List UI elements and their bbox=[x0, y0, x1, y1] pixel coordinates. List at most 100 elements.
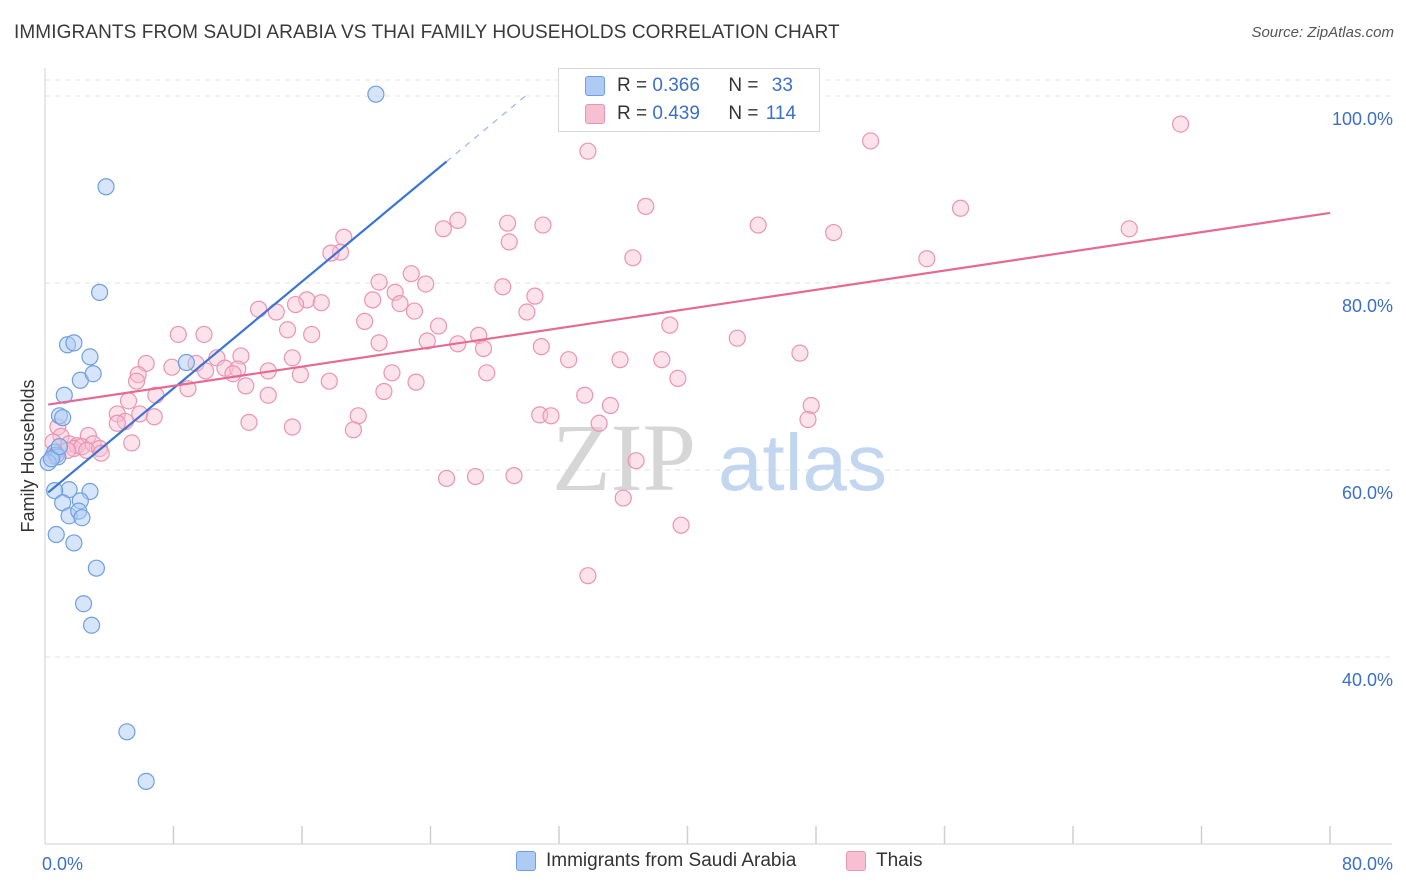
thais-point bbox=[437, 469, 456, 488]
thais-point bbox=[669, 369, 687, 387]
thais-point bbox=[370, 334, 388, 352]
thais-point bbox=[590, 414, 608, 432]
saudi-trend-extension bbox=[446, 94, 528, 162]
thais-point bbox=[825, 223, 843, 242]
y-tick-label: 100.0% bbox=[1332, 109, 1393, 129]
legend-item-saudi[interactable]: Immigrants from Saudi Arabia bbox=[516, 850, 796, 872]
thais-point bbox=[391, 295, 409, 313]
stats-legend: R = 0.366 N = 33 R = 0.439 N = 114 bbox=[558, 68, 820, 132]
thais-point bbox=[405, 302, 424, 320]
axis-labels: 40.0% 60.0% 80.0% 100.0% 0.0% 80.0% bbox=[42, 109, 1393, 874]
n-label: N = bbox=[728, 75, 764, 96]
thais-point bbox=[386, 283, 404, 301]
thais-point bbox=[918, 250, 936, 268]
r-value: 0.366 bbox=[652, 75, 700, 96]
r-label: R = bbox=[617, 103, 653, 124]
thais-point bbox=[259, 386, 277, 404]
thais-point bbox=[286, 295, 305, 314]
saudi-point bbox=[65, 334, 83, 352]
thais-swatch bbox=[585, 104, 605, 124]
thais-point bbox=[237, 377, 255, 395]
thais-point bbox=[240, 413, 258, 431]
saudi-points bbox=[39, 85, 385, 790]
thais-point bbox=[108, 414, 126, 432]
thais-point bbox=[370, 273, 388, 291]
x-tick-label: 0.0% bbox=[42, 854, 83, 874]
saudi-point bbox=[42, 450, 61, 468]
saudi-point bbox=[82, 616, 101, 634]
thais-point bbox=[466, 467, 485, 486]
thais-point bbox=[356, 312, 374, 330]
saudi-point bbox=[367, 85, 385, 103]
thais-point bbox=[672, 516, 690, 534]
saudi-point bbox=[91, 283, 109, 301]
thais-point bbox=[1120, 220, 1138, 238]
n-value: 114 bbox=[765, 103, 797, 124]
thais-point bbox=[862, 132, 880, 150]
thais-legend-swatch bbox=[846, 851, 866, 871]
thais-point bbox=[579, 567, 597, 585]
thais-point bbox=[283, 349, 301, 367]
thais-point bbox=[375, 382, 393, 401]
thais-point bbox=[1172, 115, 1190, 133]
chart-title: IMMIGRANTS FROM SAUDI ARABIA VS THAI FAM… bbox=[14, 22, 840, 43]
thais-point bbox=[417, 275, 435, 293]
thais-point bbox=[951, 199, 970, 217]
thais-point bbox=[250, 300, 268, 318]
thais-point bbox=[119, 392, 138, 410]
thais-point bbox=[407, 373, 425, 391]
thais-point bbox=[195, 325, 213, 344]
saudi-point bbox=[73, 509, 91, 527]
thais-point bbox=[163, 358, 181, 376]
thais-point bbox=[627, 452, 645, 470]
thais-points bbox=[44, 115, 1190, 585]
thais-point bbox=[499, 214, 517, 232]
thais-point bbox=[303, 325, 321, 344]
thais-point bbox=[661, 316, 679, 334]
thais-point bbox=[624, 249, 642, 267]
n-label: N = bbox=[728, 103, 764, 124]
thais-point bbox=[429, 317, 448, 335]
thais-point bbox=[749, 216, 767, 234]
saudi-point bbox=[97, 178, 115, 196]
thais-point bbox=[322, 244, 340, 262]
thais-point bbox=[129, 366, 147, 384]
n-value: 33 bbox=[771, 75, 793, 96]
thais-point bbox=[532, 338, 550, 356]
saudi-point bbox=[87, 559, 106, 577]
stats-row-thais: R = 0.439 N = 114 bbox=[585, 101, 796, 127]
source-credit: Source: ZipAtlas.com bbox=[1251, 24, 1394, 41]
saudi-point bbox=[47, 525, 65, 544]
trend-lines bbox=[47, 94, 1331, 494]
grid-lines bbox=[45, 79, 1392, 658]
thais-point bbox=[123, 434, 141, 452]
thais-point bbox=[518, 303, 536, 321]
thais-point bbox=[802, 396, 820, 415]
x-tick-label: 80.0% bbox=[1342, 854, 1393, 874]
saudi-point bbox=[137, 772, 155, 790]
r-value: 0.439 bbox=[652, 103, 700, 124]
saudi-point bbox=[65, 534, 83, 552]
thais-point bbox=[78, 441, 96, 459]
thais-point bbox=[291, 366, 309, 384]
thais-point bbox=[224, 365, 242, 383]
watermark-zip: ZIP bbox=[552, 404, 696, 511]
thais-point bbox=[505, 467, 523, 485]
legend-label-thais: Thais bbox=[876, 850, 923, 871]
r-label: R = bbox=[617, 75, 653, 96]
saudi-point bbox=[177, 353, 195, 372]
saudi-trend-line bbox=[47, 160, 448, 494]
thais-point bbox=[298, 291, 316, 309]
thais-point bbox=[449, 211, 467, 229]
saudi-point bbox=[54, 409, 72, 427]
saudi-point bbox=[81, 348, 99, 366]
saudi-legend-swatch bbox=[516, 851, 536, 871]
legend-item-thais[interactable]: Thais bbox=[846, 850, 922, 872]
thais-point bbox=[601, 396, 620, 415]
thais-point bbox=[534, 216, 552, 234]
thais-point bbox=[542, 407, 560, 425]
thais-trend-line bbox=[48, 211, 1331, 406]
thais-point bbox=[92, 444, 110, 462]
saudi-point bbox=[74, 595, 93, 613]
